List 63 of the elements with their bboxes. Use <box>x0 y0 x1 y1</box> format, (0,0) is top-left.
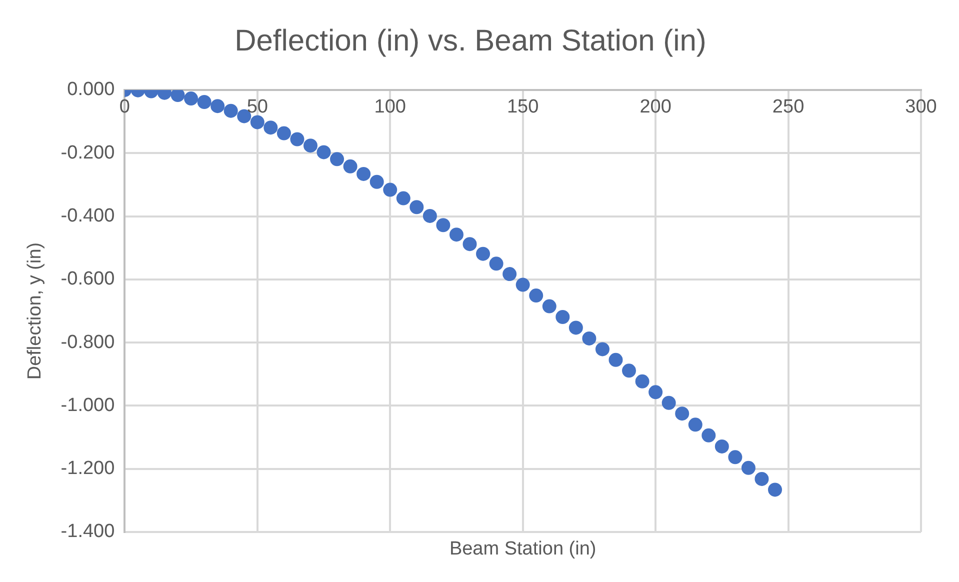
y-tick-label: -1.000 <box>60 394 115 416</box>
point <box>264 120 278 135</box>
chart-title: Deflection (in) vs. Beam Station (in) <box>234 24 706 58</box>
y-tick-label: -1.200 <box>60 458 115 480</box>
point <box>224 104 238 118</box>
point <box>542 299 556 314</box>
point <box>170 90 185 102</box>
point <box>595 342 610 356</box>
point <box>410 200 424 214</box>
point <box>648 385 663 400</box>
point <box>462 237 477 252</box>
point <box>370 174 384 189</box>
point <box>635 374 650 388</box>
x-tick-label: 150 <box>506 96 539 118</box>
point <box>290 132 304 146</box>
y-tick-label: -0.800 <box>60 332 115 353</box>
point <box>383 182 398 197</box>
point <box>276 126 291 140</box>
x-axis-title: Beam Station (in) <box>449 538 596 560</box>
y-tick-label: -0.600 <box>60 268 115 290</box>
point <box>516 278 530 292</box>
x-tick-label: 0 <box>119 96 130 118</box>
point <box>608 352 623 367</box>
point <box>343 159 358 174</box>
point <box>449 228 464 242</box>
point <box>702 428 716 442</box>
x-tick-label: 50 <box>246 96 268 118</box>
y-tick-label: -1.400 <box>60 521 115 542</box>
point <box>529 288 544 303</box>
point <box>422 208 437 223</box>
point <box>303 138 318 153</box>
point <box>754 472 769 486</box>
y-tick-label: -0.200 <box>60 142 115 164</box>
point <box>396 191 410 206</box>
point <box>502 267 517 282</box>
point <box>436 218 450 232</box>
point <box>184 92 198 106</box>
x-tick-label: 100 <box>374 96 406 118</box>
point <box>688 418 702 432</box>
x-tick-label: 250 <box>772 96 804 118</box>
y-tick-label: -0.400 <box>60 206 115 227</box>
point <box>250 115 264 130</box>
point <box>330 152 344 166</box>
point <box>210 99 225 114</box>
point <box>489 256 504 271</box>
point <box>582 331 596 346</box>
point <box>622 364 636 378</box>
point <box>197 94 212 109</box>
x-tick-label: 300 <box>905 96 937 118</box>
point <box>568 320 583 335</box>
point <box>662 396 676 410</box>
point <box>476 246 490 261</box>
point <box>556 310 570 324</box>
point <box>675 406 690 421</box>
x-tick-label: 200 <box>640 96 672 118</box>
point <box>356 166 371 181</box>
point <box>741 460 756 475</box>
point <box>728 450 742 464</box>
point <box>714 439 729 454</box>
y-axis-title: Deflection, y (in) <box>24 242 46 380</box>
y-tick-label: 0.000 <box>67 79 115 100</box>
point <box>768 482 782 497</box>
point <box>316 145 331 160</box>
